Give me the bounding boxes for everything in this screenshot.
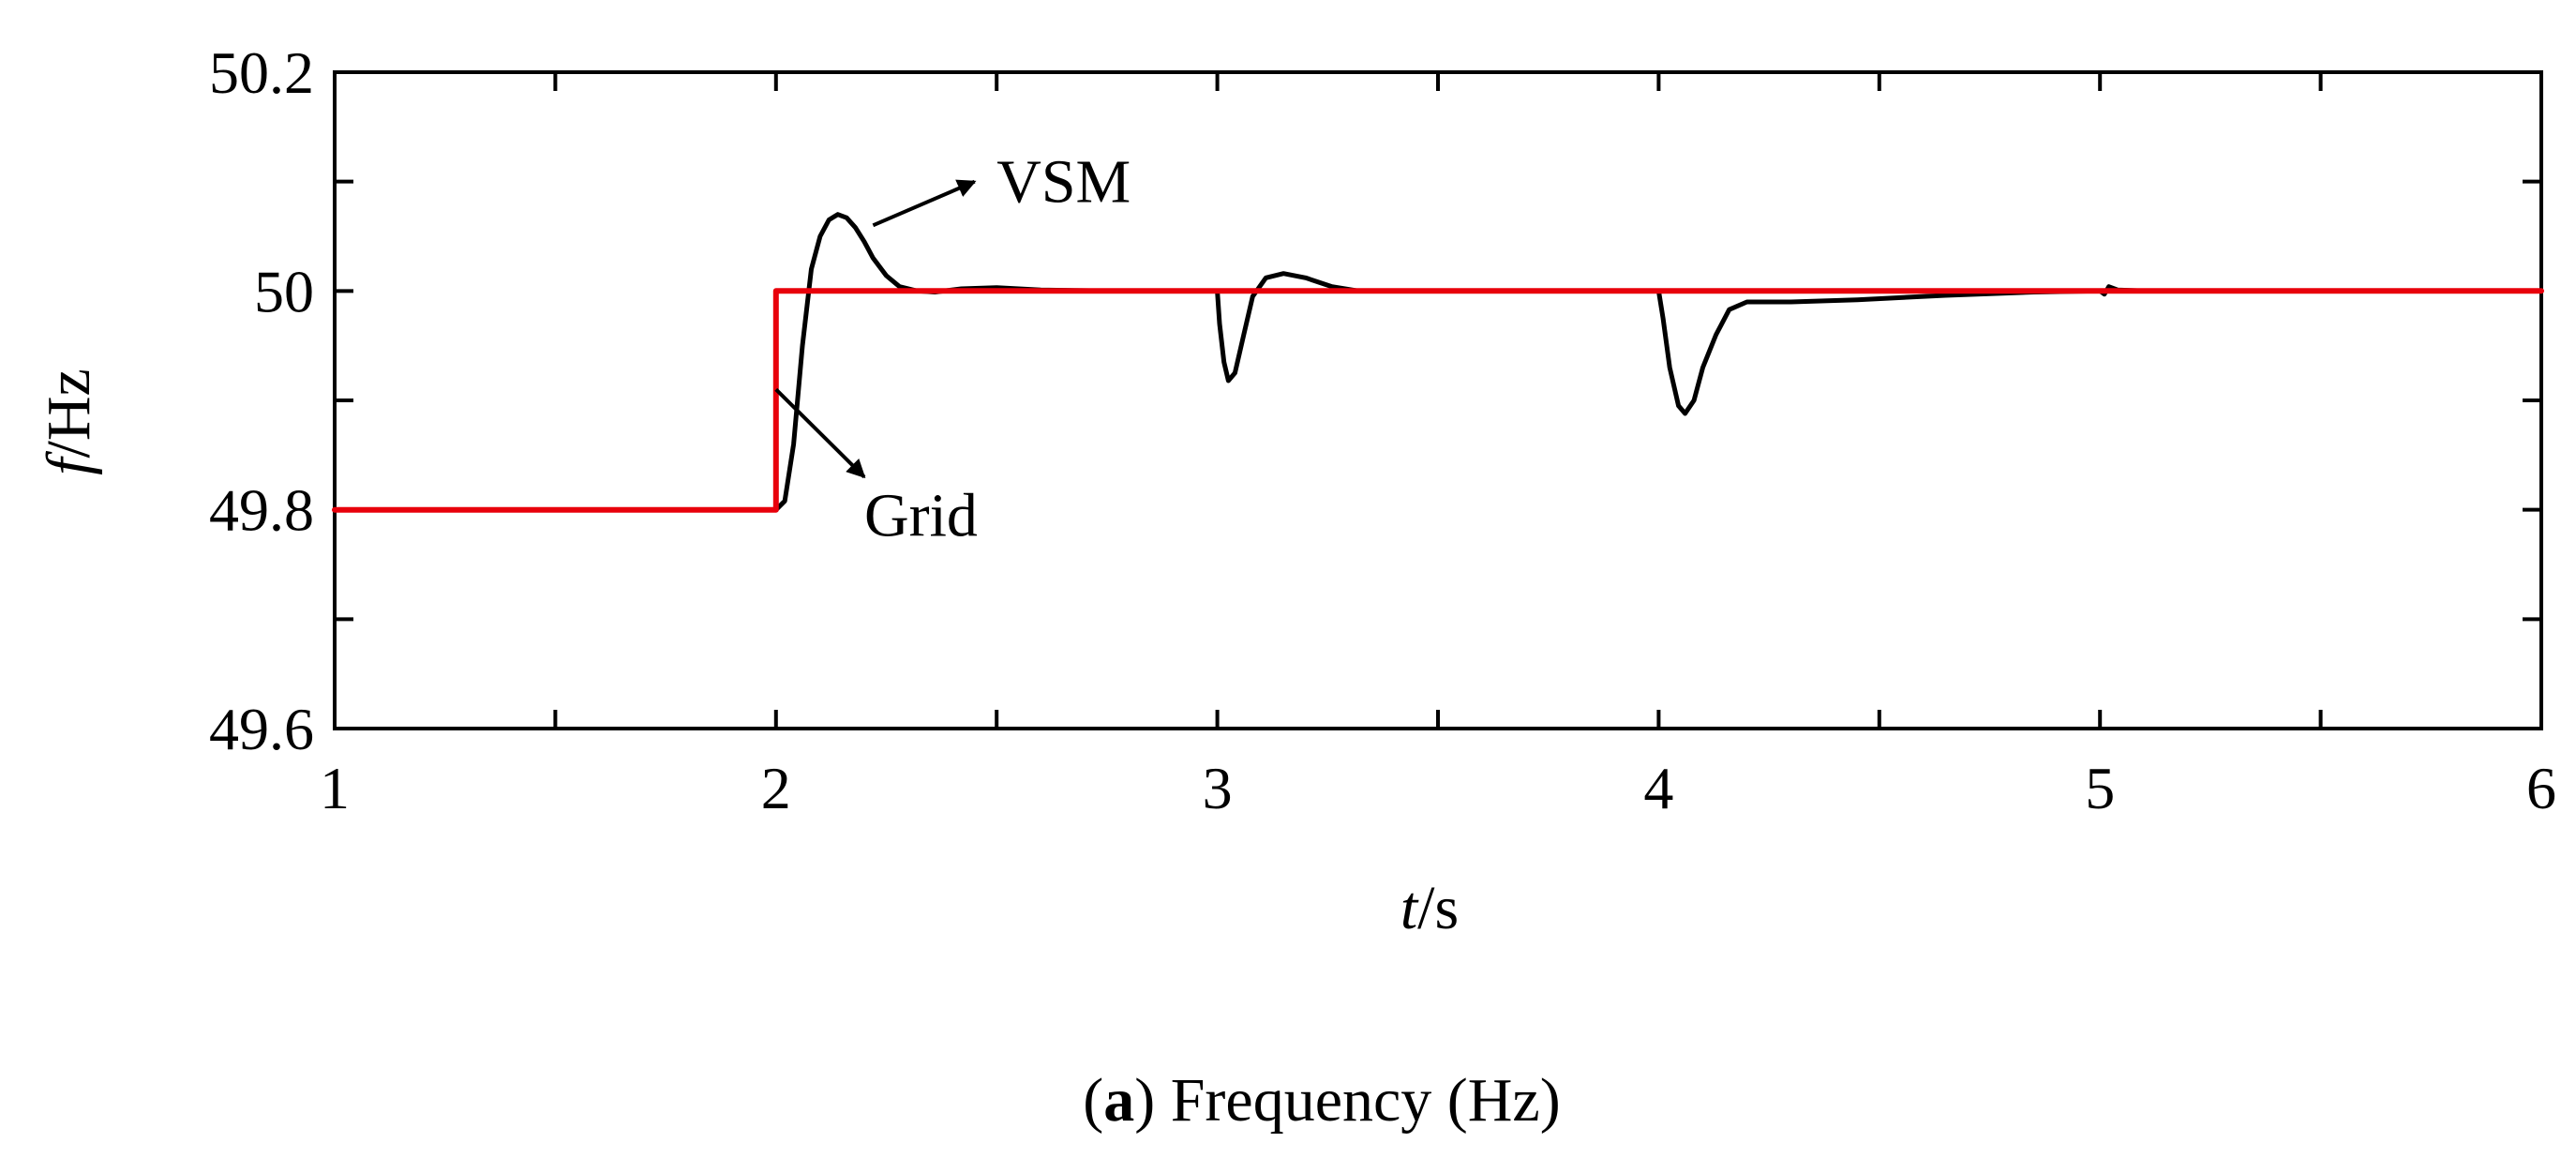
annotation-label-vsm: VSM [996, 148, 1131, 217]
x-axis-title-italic: t [1400, 874, 1419, 942]
caption-rest: ) Frequency (Hz) [1134, 1066, 1560, 1135]
series-group [332, 212, 2544, 513]
y-tick-label: 50.2 [209, 39, 314, 106]
y-axis-title: f/Hz [35, 368, 103, 475]
series-line-grid [332, 288, 2544, 513]
y-tick-label: 50 [254, 258, 314, 324]
annotations: VSM Grid [774, 148, 1131, 550]
x-axis-title: t/s [1400, 874, 1459, 942]
y-tick-label: 49.8 [209, 477, 314, 544]
x-axis-title-rest: /s [1417, 874, 1459, 942]
caption-bold: a [1103, 1066, 1134, 1135]
annotation-arrow-vsm [872, 179, 977, 228]
caption-prefix: ( [1083, 1066, 1103, 1135]
x-tick-label: 4 [1643, 755, 1673, 821]
figure-caption: (a) Frequency (Hz) [1083, 1066, 1560, 1135]
axis-ticks [333, 70, 2543, 730]
plot-frame [333, 70, 2543, 730]
tick-labels: 1 2 3 4 5 6 49.6 49.8 50 50.2 [209, 39, 2556, 821]
x-tick-label: 2 [761, 755, 791, 821]
x-tick-label: 6 [2526, 755, 2556, 821]
x-tick-label: 5 [2085, 755, 2115, 821]
annotation-arrow-grid [774, 387, 866, 479]
series-line-vsm [332, 212, 2544, 513]
x-tick-label: 1 [320, 755, 350, 821]
annotation-label-grid: Grid [864, 482, 978, 550]
y-axis-title-rest: /Hz [35, 368, 103, 458]
y-tick-label: 49.6 [209, 696, 314, 762]
plot-area [333, 70, 2543, 730]
x-tick-label: 3 [1203, 755, 1233, 821]
